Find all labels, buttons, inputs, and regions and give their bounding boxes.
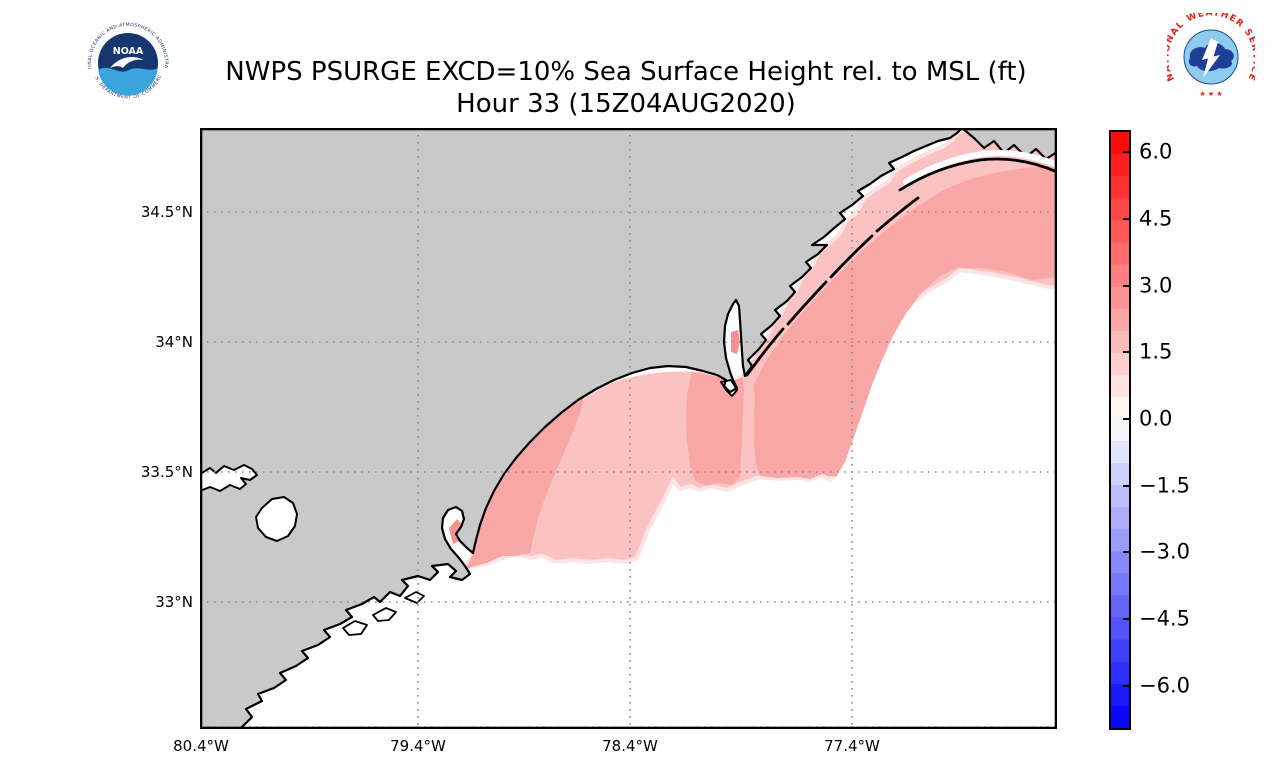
colorbar-tick-mark (1123, 551, 1130, 554)
lat-tick-label: 34°N (155, 333, 193, 351)
land-top-right (960, 128, 1057, 161)
surge-area-dark-grand-strand (466, 396, 584, 569)
noaa-gull-icon (110, 56, 144, 68)
colorbar-band (1111, 374, 1129, 398)
colorbar-band (1111, 683, 1129, 707)
lon-tick-label: 79.4°W (390, 737, 446, 755)
land-fill (200, 128, 962, 729)
islet-1 (342, 620, 368, 636)
colorbar-band (1111, 485, 1129, 508)
barrier-island-3 (829, 234, 874, 279)
surge-spot-cape-fear-river (731, 330, 740, 354)
barrier-island-2 (786, 280, 828, 326)
colorbar-tick-label: 4.5 (1139, 206, 1173, 231)
colorbar-band (1111, 286, 1129, 309)
map-frame (200, 128, 1057, 729)
colorbar-tick-label: 0.0 (1139, 406, 1173, 431)
colorbar-tick-mark (1123, 684, 1130, 687)
colorbar-band (1111, 396, 1129, 420)
noaa-sea-shape (98, 67, 158, 96)
colorbar-gradient (1111, 132, 1129, 728)
colorbar-tick-mark (1123, 284, 1130, 287)
lon-tick-label: 80.4°W (173, 737, 229, 755)
colorbar-tick-mark (1123, 417, 1130, 420)
nws-stars: ★ ★ ★ (1199, 90, 1222, 98)
colorbar-band (1111, 220, 1129, 243)
colorbar-band (1111, 661, 1129, 685)
colorbar-tick-label: −1.5 (1139, 473, 1190, 498)
islet-3 (404, 591, 425, 604)
surge-area-dark-onslow (753, 162, 1057, 479)
colorbar-tick-label: −4.5 (1139, 606, 1190, 631)
lat-tick-label: 33.5°N (140, 463, 193, 481)
lon-tick-label: 78.4°W (602, 737, 658, 755)
colorbar-band (1111, 198, 1129, 221)
colorbar-tick-label: 6.0 (1139, 139, 1173, 164)
page-subtitle: Hour 33 (15Z04AUG2020) (456, 89, 796, 119)
colorbar-band (1111, 352, 1129, 376)
barrier-island-bogue (898, 157, 1057, 192)
lat-tick-label: 34.5°N (140, 203, 193, 221)
colorbar-band (1111, 242, 1129, 265)
colorbar-band (1111, 573, 1129, 596)
map-canvas (200, 128, 1057, 729)
colorbar-band (1111, 264, 1129, 287)
colorbar-tick-mark (1123, 484, 1130, 487)
colorbar-tick-label: −6.0 (1139, 673, 1190, 698)
colorbar-band (1111, 463, 1129, 486)
colorbar-band (1111, 617, 1129, 641)
barrier-island-1 (745, 327, 785, 377)
colorbar-tick-mark (1123, 151, 1130, 154)
colorbar-tick-mark (1123, 617, 1130, 620)
colorbar-band (1111, 132, 1129, 155)
colorbar-band (1111, 330, 1129, 354)
lat-tick-label: 33°N (155, 593, 193, 611)
colorbar-band (1111, 308, 1129, 332)
barrier-island-4 (875, 196, 920, 233)
surge-area-dark-cape-fear (686, 372, 744, 486)
colorbar-band (1111, 507, 1129, 530)
lon-tick-label: 77.4°W (824, 737, 880, 755)
colorbar-band (1111, 639, 1129, 663)
lake-moultrie (255, 496, 298, 542)
colorbar (1109, 130, 1131, 730)
colorbar-band (1111, 529, 1129, 552)
colorbar-band (1111, 176, 1129, 199)
colorbar-tick-label: 1.5 (1139, 339, 1173, 364)
colorbar-band (1111, 595, 1129, 619)
nws-logo: NATIONAL WEATHER SERVICE ★ ★ ★ (1167, 13, 1255, 100)
colorbar-band (1111, 154, 1129, 177)
colorbar-tick-mark (1123, 351, 1130, 354)
back-sound-water (903, 150, 1057, 185)
colorbar-band (1111, 705, 1129, 728)
noaa-logo: NATIONAL OCEANIC AND ATMOSPHERIC ADMINIS… (84, 19, 172, 107)
colorbar-band (1111, 441, 1129, 464)
noaa-acronym: NOAA (113, 46, 144, 57)
coastline (238, 128, 964, 729)
page-title: NWPS PSURGE EXCD=10% Sea Surface Height … (225, 57, 1027, 87)
colorbar-tick-label: 3.0 (1139, 273, 1173, 298)
colorbar-tick-mark (1123, 217, 1130, 220)
colorbar-band (1111, 551, 1129, 574)
title-block: NWPS PSURGE EXCD=10% Sea Surface Height … (225, 56, 1026, 120)
islet-2 (372, 607, 397, 622)
colorbar-tick-label: −3.0 (1139, 539, 1190, 564)
colorbar-band (1111, 418, 1129, 442)
surge-map (200, 128, 1057, 729)
nws-lightning-icon (1202, 38, 1220, 78)
